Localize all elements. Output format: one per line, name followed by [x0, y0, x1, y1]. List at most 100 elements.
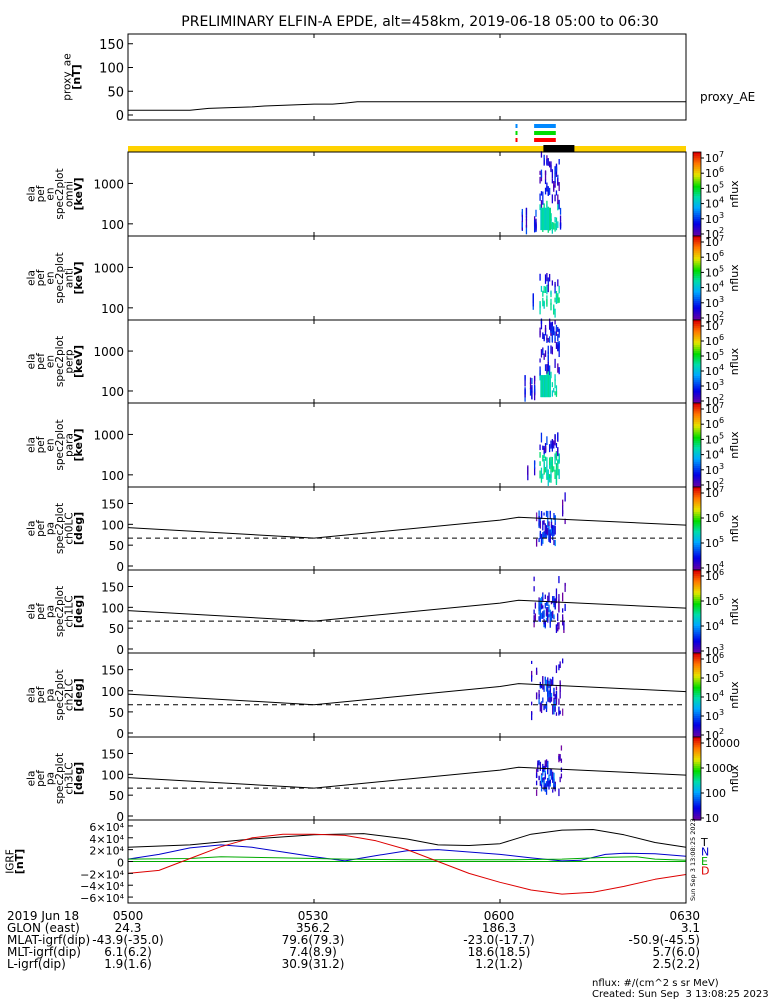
pitch-angle-spectrogram-3-colorbar-seg	[693, 763, 701, 767]
pitch-angle-spectrogram-2-pixel	[547, 688, 549, 697]
energy-spectrogram-3-pixel	[551, 464, 554, 473]
energy-spectrogram-2-pixel	[544, 325, 547, 332]
energy-spectrogram-1-pixel	[544, 274, 547, 284]
energy-spectrogram-1-pixel	[553, 304, 555, 312]
energy-spectrogram-3-colorbar-seg	[693, 430, 701, 433]
energy-spectrogram-3-pixel	[540, 432, 543, 443]
energy-spectrogram-2-pixel	[529, 388, 532, 396]
pitch-angle-spectrogram-2-pixel	[547, 679, 549, 689]
pitch-angle-spectrogram-3-pixel	[542, 777, 544, 783]
pitch-angle-spectrogram-2-colorbar-ticklabel-3: 103	[705, 708, 724, 723]
energy-spectrogram-1-yticklabel-0: 100	[101, 302, 124, 316]
pitch-angle-spectrogram-0-colorbar-seg	[693, 499, 701, 503]
energy-spectrogram-1-ylabel-2: en	[44, 271, 56, 284]
energy-spectrogram-2-pixel	[558, 328, 560, 338]
energy-spectrogram-1-colorbar-seg	[693, 305, 701, 308]
energy-spectrogram-2-colorbar-seg	[693, 359, 701, 363]
pitch-angle-spectrogram-1-colorbar-seg	[693, 586, 701, 590]
pitch-angle-spectrogram-2-pixel	[552, 705, 554, 715]
pitch-angle-spectrogram-3-pixel	[549, 779, 551, 784]
energy-spectrogram-2-pixel	[539, 327, 541, 338]
energy-spectrogram-2-pixel	[555, 342, 558, 349]
energy-spectrogram-2-pixel	[543, 353, 545, 360]
energy-spectrogram-3-pixel	[543, 458, 545, 469]
pitch-angle-spectrogram-0-pixel	[564, 492, 566, 502]
pitch-angle-spectrogram-0-colorbar-ticklabel-2: 105	[705, 535, 724, 550]
pitch-angle-spectrogram-2-ylabel-0: ela	[25, 687, 37, 703]
pitch-angle-spectrogram-0-ylabel-2: pa	[44, 522, 56, 535]
energy-spectrogram-0-pixel	[544, 207, 547, 231]
energy-spectrogram-0-pixel	[539, 170, 541, 175]
energy-spectrogram-3-colorbar-seg	[693, 426, 701, 429]
pitch-angle-spectrogram-0-frame	[127, 486, 687, 571]
energy-spectrogram-0-colorbar-seg	[693, 229, 701, 233]
pitch-angle-spectrogram-0-pixel	[553, 513, 555, 520]
pitch-angle-spectrogram-0-pixel	[553, 529, 555, 537]
pitch-angle-spectrogram-0-pixel	[538, 537, 540, 543]
energy-spectrogram-2-pixel	[550, 345, 552, 354]
energy-spectrogram-0-ylabel-1: pef	[35, 185, 47, 202]
pitch-angle-spectrogram-2-colorbar-seg	[693, 726, 701, 730]
energy-spectrogram-2-colorbar-seg	[693, 373, 701, 377]
pitch-angle-spectrogram-1-pixel	[562, 608, 564, 613]
energy-spectrogram-0-colorbar-seg	[693, 204, 701, 208]
energy-spectrogram-0-colorbar-seg	[693, 162, 701, 166]
energy-spectrogram-0-colorbar-seg	[693, 158, 701, 161]
pitch-angle-spectrogram-2-pixel	[553, 692, 555, 697]
energy-spectrogram-3-pixel	[548, 474, 551, 479]
energy-spectrogram-2-pixel	[540, 318, 543, 324]
pitch-angle-spectrogram-1-colorbar-seg	[693, 580, 701, 584]
energy-spectrogram-1-pixel	[547, 277, 549, 286]
energy-spectrogram-2-pixel	[547, 370, 549, 375]
energy-spectrogram-0-pixel	[555, 220, 558, 229]
energy-spectrogram-3-pixel	[550, 440, 552, 449]
energy-spectrogram-3-pixel	[551, 456, 554, 464]
energy-spectrogram-2-pixel	[542, 332, 544, 340]
energy-spectrogram-0-pixel	[553, 222, 555, 230]
pitch-angle-spectrogram-1-pixel	[557, 628, 559, 632]
energy-spectrogram-3-pixel	[539, 452, 541, 458]
energy-spectrogram-2-yticklabel-1: 1000	[93, 345, 124, 359]
pitch-angle-spectrogram-3-pixel	[552, 789, 554, 793]
pitch-angle-spectrogram-2-colorbar-seg	[693, 678, 701, 681]
energy-spectrogram-2-pixel	[540, 320, 543, 330]
energy-spectrogram-0-pixel	[546, 200, 548, 207]
energy-spectrogram-0-pixel	[539, 176, 541, 184]
pitch-angle-spectrogram-0-pixel	[562, 499, 564, 506]
energy-spectrogram-0-colorbar-seg	[693, 152, 701, 155]
pitch-angle-spectrogram-0-pixel	[553, 539, 555, 546]
energy-spectrogram-2-pixel	[529, 382, 532, 390]
energy-spectrogram-3-colorbar-seg	[693, 413, 701, 417]
pitch-angle-spectrogram-2-pixel	[542, 697, 544, 703]
energy-spectrogram-1-pixel	[551, 280, 554, 286]
energy-spectrogram-1-colorbar-ticklabel-4: 103	[705, 295, 724, 310]
energy-spectrogram-2-colorbar-seg	[693, 351, 701, 354]
pitch-angle-spectrogram-3-ylabel-0: ela	[25, 771, 37, 787]
pitch-angle-spectrogram-3-pixel	[547, 769, 549, 775]
energy-spectrogram-0-pixel	[543, 154, 545, 161]
pitch-angle-spectrogram-0-pixel	[545, 510, 548, 517]
pitch-angle-spectrogram-3-colorbar-seg	[693, 793, 701, 796]
proxy-ae-ylabel-1: [nT]	[70, 64, 83, 89]
pitch-angle-spectrogram-0-pixel	[550, 521, 553, 529]
pitch-angle-spectrogram-3-pixel	[538, 760, 540, 766]
pitch-angle-spectrogram-3-colorbar-seg	[693, 753, 701, 757]
energy-spectrogram-2-colorbar-seg	[693, 386, 701, 390]
energy-spectrogram-0-colorbar-ticklabel-2: 105	[705, 180, 724, 195]
pitch-angle-spectrogram-3-colorbar-seg	[693, 770, 701, 773]
energy-spectrogram-3-colorbar-seg	[693, 403, 701, 406]
pitch-angle-spectrogram-0-ylabel-4: ch0LC	[63, 512, 75, 544]
pitch-angle-spectrogram-0-colorbar-seg	[693, 518, 701, 521]
energy-spectrogram-3-colorbar-ticklabel-2: 105	[705, 431, 724, 446]
pitch-angle-spectrogram-2-pixel	[548, 680, 550, 688]
energy-spectrogram-0-colorbar-seg	[693, 208, 701, 212]
pitch-angle-spectrogram-0-pixel	[540, 536, 543, 546]
energy-spectrogram-3-pixel	[542, 473, 544, 479]
pitch-angle-spectrogram-2-colorbar-seg	[693, 659, 701, 662]
pitch-angle-spectrogram-3-colorbar-seg	[693, 786, 701, 790]
pitch-angle-spectrogram-2-pixel	[549, 678, 551, 685]
energy-spectrogram-2-colorbar-seg	[693, 332, 701, 336]
energy-spectrogram-0-pixel	[542, 199, 544, 205]
igrf-yticklabel-6: −6×10⁴	[80, 892, 124, 905]
pitch-angle-spectrogram-1-pixel	[538, 616, 540, 622]
